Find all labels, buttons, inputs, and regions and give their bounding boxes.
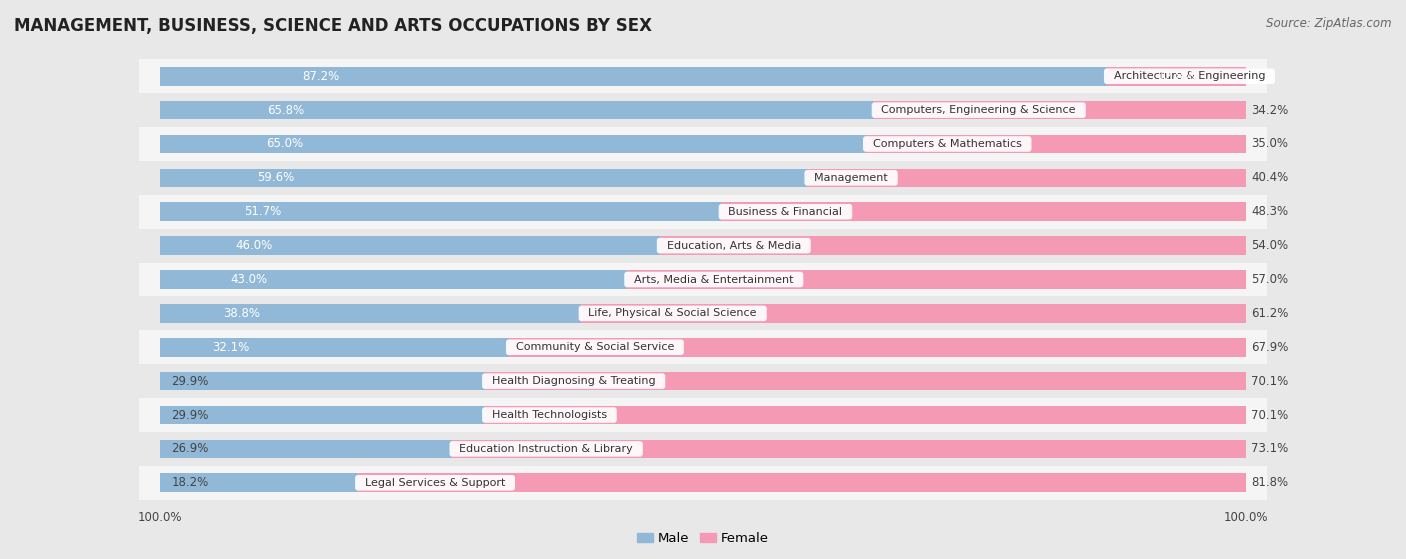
Text: 73.1%: 73.1% [1251,442,1288,456]
Text: 51.7%: 51.7% [245,205,281,218]
Text: 29.9%: 29.9% [172,409,208,421]
Text: 43.0%: 43.0% [231,273,267,286]
Legend: Male, Female: Male, Female [631,527,775,550]
Text: 61.2%: 61.2% [1251,307,1288,320]
Text: 70.1%: 70.1% [1251,409,1288,421]
Text: Legal Services & Support: Legal Services & Support [359,478,512,488]
Bar [627,270,1246,289]
Text: 81.8%: 81.8% [1251,476,1288,489]
FancyBboxPatch shape [139,398,1267,432]
FancyBboxPatch shape [139,330,1267,364]
Bar [485,372,1246,390]
FancyBboxPatch shape [139,93,1267,127]
Bar [509,338,1246,357]
Text: 65.8%: 65.8% [267,103,305,117]
Text: 65.0%: 65.0% [266,138,304,150]
Text: 54.0%: 54.0% [1251,239,1288,252]
Text: 59.6%: 59.6% [257,172,295,184]
Bar [160,473,359,492]
Bar [160,372,485,390]
FancyBboxPatch shape [139,59,1267,93]
Text: 26.9%: 26.9% [172,442,208,456]
Text: 38.8%: 38.8% [224,307,260,320]
Text: Health Technologists: Health Technologists [485,410,614,420]
Text: 46.0%: 46.0% [235,239,273,252]
Bar [875,101,1246,120]
FancyBboxPatch shape [139,195,1267,229]
Text: Arts, Media & Entertainment: Arts, Media & Entertainment [627,274,800,285]
Bar [160,406,485,424]
Text: Community & Social Service: Community & Social Service [509,342,681,352]
Bar [160,135,866,153]
FancyBboxPatch shape [139,127,1267,161]
Text: MANAGEMENT, BUSINESS, SCIENCE AND ARTS OCCUPATIONS BY SEX: MANAGEMENT, BUSINESS, SCIENCE AND ARTS O… [14,17,652,35]
Text: 29.9%: 29.9% [172,375,208,387]
Bar [659,236,1246,255]
Text: 57.0%: 57.0% [1251,273,1288,286]
Bar [485,406,1246,424]
Text: 70.1%: 70.1% [1251,375,1288,387]
Text: Management: Management [807,173,896,183]
FancyBboxPatch shape [139,296,1267,330]
FancyBboxPatch shape [139,432,1267,466]
FancyBboxPatch shape [139,364,1267,398]
Text: 32.1%: 32.1% [212,341,250,354]
Text: 34.2%: 34.2% [1251,103,1288,117]
Bar [453,439,1246,458]
Text: Computers, Engineering & Science: Computers, Engineering & Science [875,105,1083,115]
Text: Business & Financial: Business & Financial [721,207,849,217]
Text: Architecture & Engineering: Architecture & Engineering [1107,71,1272,81]
Bar [160,236,659,255]
Bar [807,169,1246,187]
Text: 48.3%: 48.3% [1251,205,1288,218]
Bar [160,304,582,323]
Text: 87.2%: 87.2% [302,70,339,83]
FancyBboxPatch shape [139,161,1267,195]
Text: Health Diagnosing & Treating: Health Diagnosing & Treating [485,376,662,386]
FancyBboxPatch shape [139,466,1267,500]
Bar [160,439,453,458]
Bar [721,202,1246,221]
Bar [582,304,1246,323]
FancyBboxPatch shape [139,263,1267,296]
Bar [866,135,1246,153]
Bar [160,338,509,357]
Bar [160,67,1107,86]
Text: Education Instruction & Library: Education Instruction & Library [453,444,640,454]
Bar [160,169,807,187]
Text: 67.9%: 67.9% [1251,341,1288,354]
Bar [160,101,875,120]
Bar [359,473,1246,492]
Text: 12.8%: 12.8% [1157,70,1195,83]
Text: Life, Physical & Social Science: Life, Physical & Social Science [582,309,763,319]
Text: 40.4%: 40.4% [1251,172,1288,184]
Bar [160,202,721,221]
Text: Education, Arts & Media: Education, Arts & Media [659,240,808,250]
Text: 35.0%: 35.0% [1251,138,1288,150]
Text: 18.2%: 18.2% [172,476,208,489]
FancyBboxPatch shape [139,229,1267,263]
Bar [160,270,627,289]
Text: Computers & Mathematics: Computers & Mathematics [866,139,1029,149]
Bar [1107,67,1246,86]
Text: Source: ZipAtlas.com: Source: ZipAtlas.com [1267,17,1392,30]
